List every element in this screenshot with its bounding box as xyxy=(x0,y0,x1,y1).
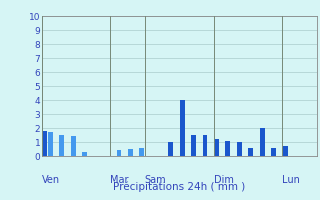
Text: Ven: Ven xyxy=(42,175,60,185)
Bar xyxy=(260,128,265,156)
Bar xyxy=(140,148,144,156)
Bar xyxy=(237,142,242,156)
Bar xyxy=(71,136,76,156)
Bar xyxy=(168,142,173,156)
Bar xyxy=(180,100,185,156)
Bar xyxy=(116,150,121,156)
Bar xyxy=(59,135,64,156)
Bar xyxy=(48,132,52,156)
Bar xyxy=(214,139,219,156)
X-axis label: Précipitations 24h ( mm ): Précipitations 24h ( mm ) xyxy=(113,181,245,192)
Bar xyxy=(42,131,47,156)
Bar xyxy=(128,149,133,156)
Text: Dim: Dim xyxy=(214,175,234,185)
Bar xyxy=(283,146,288,156)
Text: Mar: Mar xyxy=(110,175,129,185)
Text: Lun: Lun xyxy=(282,175,300,185)
Text: Sam: Sam xyxy=(145,175,166,185)
Bar xyxy=(271,148,276,156)
Bar xyxy=(191,135,196,156)
Bar xyxy=(203,135,207,156)
Bar xyxy=(248,148,253,156)
Bar xyxy=(82,152,87,156)
Bar xyxy=(226,141,230,156)
